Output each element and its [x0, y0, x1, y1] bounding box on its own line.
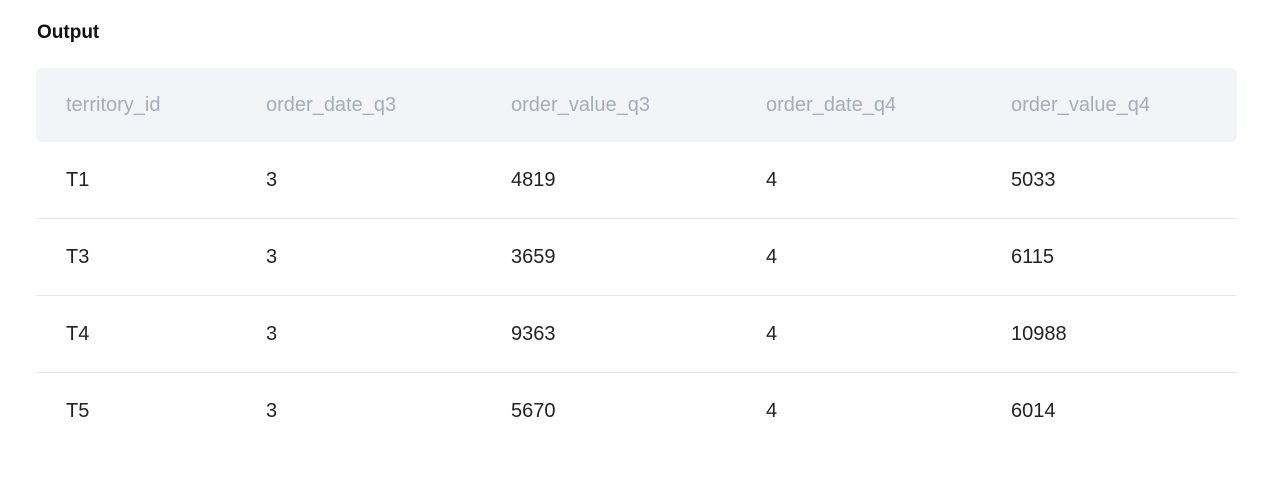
table-row: T1 3 4819 4 5033 — [36, 142, 1237, 219]
table-cell: 10988 — [981, 295, 1237, 373]
column-header: order_value_q3 — [511, 93, 650, 116]
table-header-row: territory_id order_date_q3 order_value_q… — [36, 68, 1237, 142]
table-cell: 6115 — [981, 218, 1237, 296]
table-cell: 3 — [236, 218, 481, 296]
table-cell: 5670 — [511, 399, 556, 422]
table-cell: 3659 — [481, 218, 736, 296]
table-cell: 3 — [266, 399, 278, 422]
table-cell: 5033 — [981, 142, 1237, 219]
column-header: order_value_q4 — [1011, 93, 1150, 116]
table-cell: T5 — [66, 399, 90, 422]
table-cell: 4 — [736, 142, 981, 219]
table-row: T3 3 3659 4 6115 — [36, 218, 1237, 296]
table-cell: 4 — [736, 295, 981, 373]
column-header: order_date_q4 — [766, 93, 897, 116]
table-cell: 6014 — [1011, 399, 1056, 422]
table-cell: 3 — [236, 295, 481, 373]
table-cell: 9363 — [481, 295, 736, 373]
table-row: T5 3 5670 4 6014 — [36, 373, 1237, 450]
table-cell: 3 — [236, 142, 481, 219]
table-cell: 4 — [736, 218, 981, 296]
column-header: order_date_q3 — [266, 93, 397, 116]
table-row: T4 3 9363 4 10988 — [36, 295, 1237, 373]
table-cell: 4 — [766, 399, 778, 422]
output-title: Output — [37, 22, 100, 43]
table-cell: 4819 — [481, 142, 736, 219]
output-table: territory_id order_date_q3 order_value_q… — [36, 68, 1237, 449]
table-cell: T3 — [36, 218, 236, 296]
table-cell: T4 — [36, 295, 236, 373]
column-header: territory_id — [66, 93, 161, 116]
table-cell: T1 — [36, 142, 236, 219]
